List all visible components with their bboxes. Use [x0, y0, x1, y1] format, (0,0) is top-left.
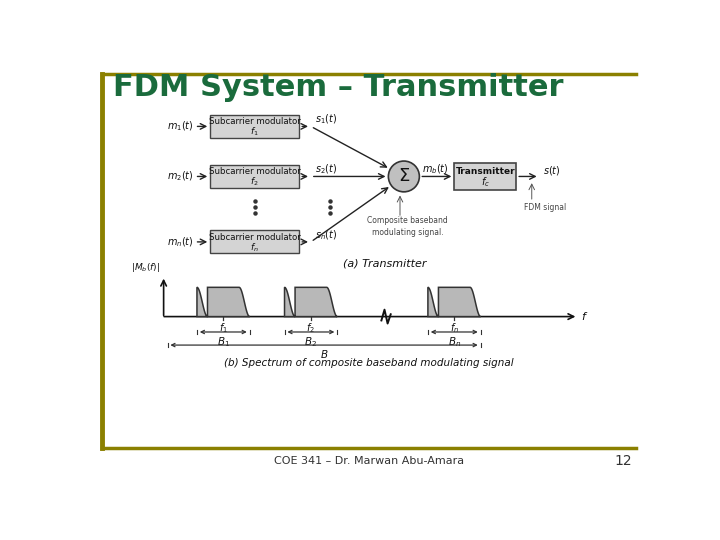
Text: Composite baseband
modulating signal.: Composite baseband modulating signal.	[367, 217, 448, 237]
Text: $m_b(t)$: $m_b(t)$	[423, 162, 449, 176]
FancyBboxPatch shape	[210, 165, 300, 188]
Text: $f_n$: $f_n$	[449, 321, 459, 335]
Text: Subcarrier modulator: Subcarrier modulator	[209, 233, 300, 242]
Text: $s(t)$: $s(t)$	[543, 164, 560, 177]
Text: $s_n(t)$: $s_n(t)$	[315, 228, 337, 242]
Text: (a) Transmitter: (a) Transmitter	[343, 259, 426, 268]
Text: $|M_b(f)|$: $|M_b(f)|$	[132, 261, 161, 274]
Text: COE 341 – Dr. Marwan Abu-Amara: COE 341 – Dr. Marwan Abu-Amara	[274, 456, 464, 467]
Text: (b) Spectrum of composite baseband modulating signal: (b) Spectrum of composite baseband modul…	[224, 358, 514, 368]
Text: 12: 12	[615, 454, 632, 468]
Text: $m_2(t)$: $m_2(t)$	[167, 170, 194, 183]
Text: $B$: $B$	[320, 348, 328, 360]
Text: $B_n$: $B_n$	[448, 335, 461, 349]
Text: $m_1(t)$: $m_1(t)$	[167, 119, 194, 133]
Text: $f_1$: $f_1$	[251, 125, 259, 138]
Text: Transmitter: Transmitter	[456, 166, 515, 176]
Text: FDM System – Transmitter: FDM System – Transmitter	[113, 73, 564, 103]
Text: $f_2$: $f_2$	[251, 176, 259, 188]
Text: $f_c$: $f_c$	[481, 175, 490, 189]
FancyBboxPatch shape	[210, 115, 300, 138]
Polygon shape	[284, 287, 337, 316]
Text: $s_1(t)$: $s_1(t)$	[315, 113, 337, 126]
Text: $B_2$: $B_2$	[305, 335, 318, 349]
Text: $f_2$: $f_2$	[307, 321, 315, 335]
Text: $m_n(t)$: $m_n(t)$	[167, 235, 194, 249]
Text: $f_1$: $f_1$	[219, 321, 228, 335]
Text: $B_1$: $B_1$	[217, 335, 230, 349]
Text: Subcarrier modulator: Subcarrier modulator	[209, 167, 300, 177]
FancyBboxPatch shape	[454, 164, 516, 190]
Text: $\Sigma$: $\Sigma$	[397, 167, 410, 185]
Circle shape	[388, 161, 419, 192]
Polygon shape	[428, 287, 481, 316]
Text: $f$: $f$	[580, 310, 588, 322]
Text: $f_n$: $f_n$	[251, 241, 259, 254]
FancyBboxPatch shape	[210, 231, 300, 253]
Text: Subcarrier modulator: Subcarrier modulator	[209, 117, 300, 126]
Text: $s_2(t)$: $s_2(t)$	[315, 163, 337, 177]
Polygon shape	[197, 287, 250, 316]
Text: FDM signal: FDM signal	[524, 204, 566, 212]
